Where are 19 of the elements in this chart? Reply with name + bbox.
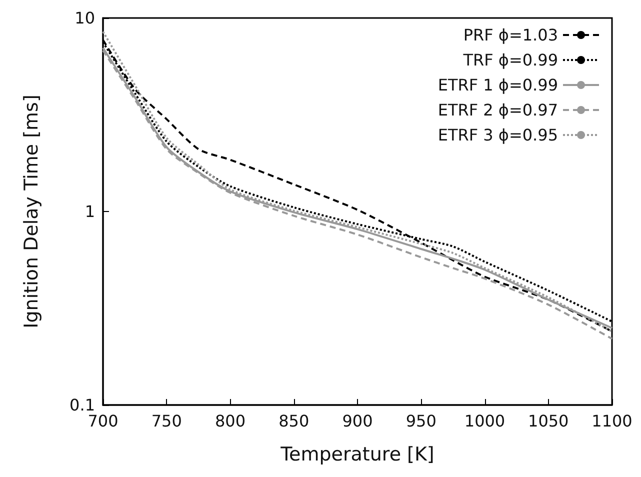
x-tick-label: 1000: [464, 412, 506, 430]
x-axis-title: Temperature [K]: [280, 444, 434, 466]
y-axis-title: Ignition Delay Time [ms]: [20, 94, 42, 328]
x-tick-label: 700: [88, 412, 118, 430]
legend-label: ETRF 2 ϕ=0.97: [438, 100, 558, 120]
legend-label: ETRF 3 ϕ=0.95: [438, 126, 558, 144]
x-tick-label: 1100: [592, 412, 632, 430]
y-tick-label: 10: [74, 8, 95, 28]
legend-label: PRF ϕ=1.03: [463, 26, 558, 44]
x-tick-label: 1050: [528, 412, 569, 430]
y-tick-label: 1: [84, 202, 95, 221]
x-tick-label: 950: [406, 412, 436, 430]
x-tick-label: 900: [342, 412, 373, 430]
x-tick-label: 750: [151, 412, 182, 430]
x-tick-label: 800: [214, 412, 246, 430]
legend-label: ETRF 1 ϕ=0.99: [438, 76, 558, 94]
y-tick-label: 0.1: [70, 396, 95, 414]
legend-label: TRF ϕ=0.99: [462, 50, 558, 70]
x-tick-label: 850: [278, 412, 310, 430]
